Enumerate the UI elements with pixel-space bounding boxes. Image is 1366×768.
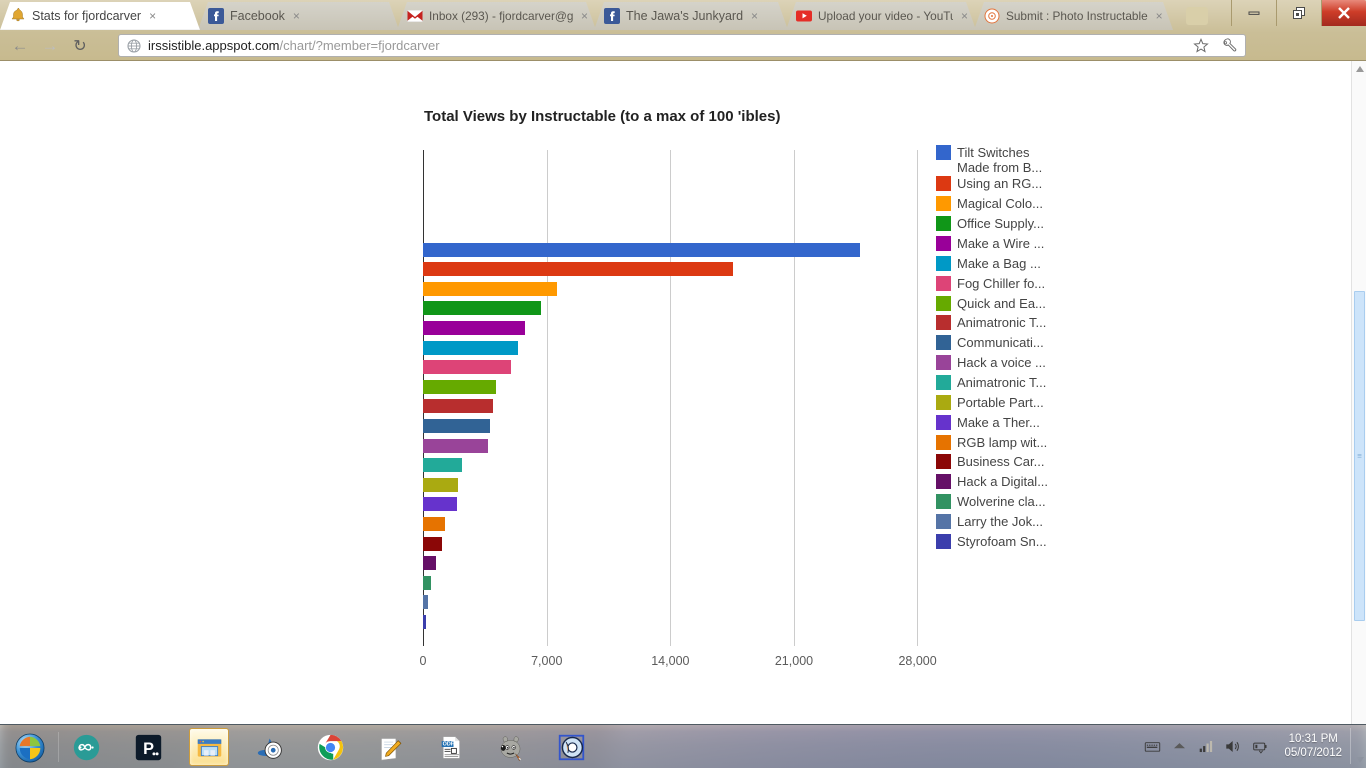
svg-text:ODF: ODF (442, 741, 454, 747)
svg-text:P: P (143, 739, 154, 757)
